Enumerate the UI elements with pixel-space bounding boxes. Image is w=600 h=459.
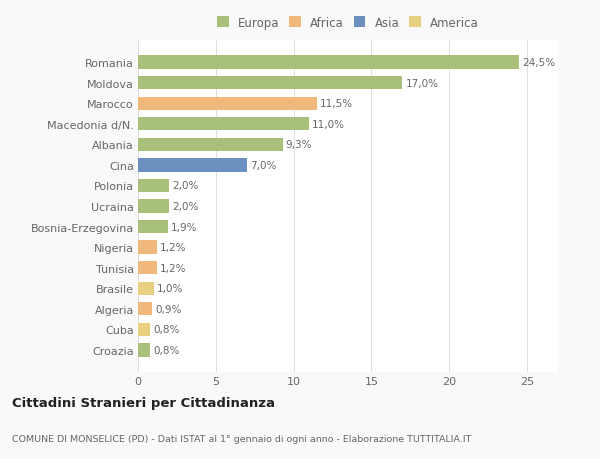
Bar xyxy=(138,282,154,295)
Bar xyxy=(138,241,157,254)
Bar xyxy=(138,118,309,131)
Text: 0,8%: 0,8% xyxy=(154,345,180,355)
Text: 1,2%: 1,2% xyxy=(160,242,186,252)
Bar xyxy=(138,77,403,90)
Text: 17,0%: 17,0% xyxy=(406,78,439,89)
Text: 1,2%: 1,2% xyxy=(160,263,186,273)
Text: 9,3%: 9,3% xyxy=(286,140,312,150)
Legend: Europa, Africa, Asia, America: Europa, Africa, Asia, America xyxy=(215,14,481,32)
Bar xyxy=(138,262,157,275)
Bar xyxy=(138,179,169,193)
Bar xyxy=(138,200,169,213)
Text: 0,9%: 0,9% xyxy=(155,304,181,314)
Text: Cittadini Stranieri per Cittadinanza: Cittadini Stranieri per Cittadinanza xyxy=(12,396,275,409)
Bar xyxy=(138,323,151,336)
Bar xyxy=(138,138,283,151)
Text: 24,5%: 24,5% xyxy=(522,58,556,68)
Bar xyxy=(138,302,152,316)
Text: 11,0%: 11,0% xyxy=(312,119,345,129)
Text: 2,0%: 2,0% xyxy=(172,202,199,212)
Bar xyxy=(138,159,247,172)
Text: 2,0%: 2,0% xyxy=(172,181,199,191)
Bar xyxy=(138,343,151,357)
Bar xyxy=(138,56,519,70)
Text: 7,0%: 7,0% xyxy=(250,161,277,171)
Bar xyxy=(138,220,167,234)
Text: 1,0%: 1,0% xyxy=(157,284,183,294)
Text: 11,5%: 11,5% xyxy=(320,99,353,109)
Text: 0,8%: 0,8% xyxy=(154,325,180,335)
Bar xyxy=(138,97,317,111)
Text: 1,9%: 1,9% xyxy=(170,222,197,232)
Text: COMUNE DI MONSELICE (PD) - Dati ISTAT al 1° gennaio di ogni anno - Elaborazione : COMUNE DI MONSELICE (PD) - Dati ISTAT al… xyxy=(12,434,472,442)
